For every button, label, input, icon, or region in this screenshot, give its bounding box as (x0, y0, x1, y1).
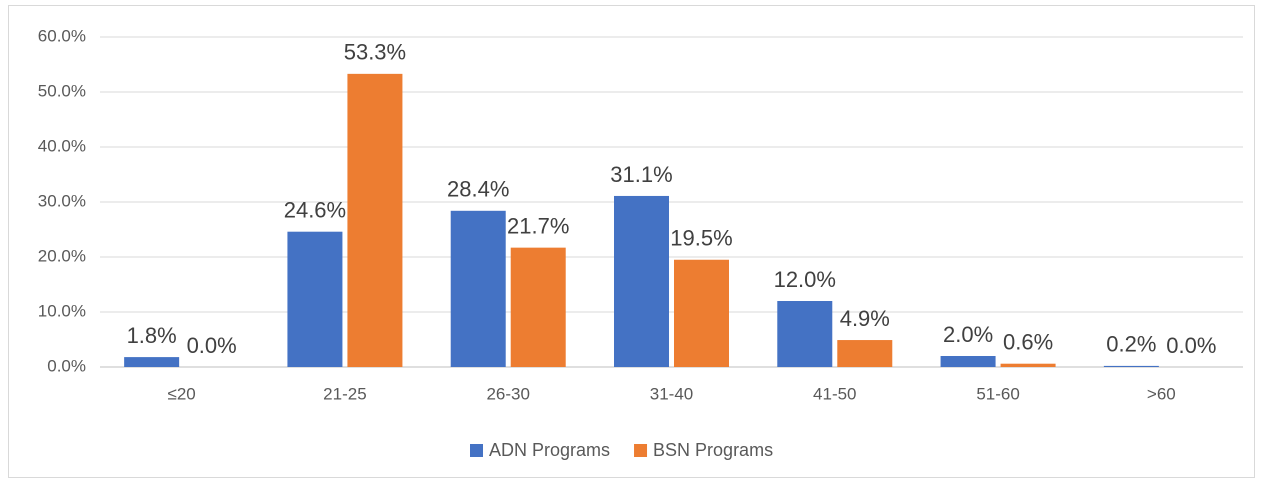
y-tick-label: 30.0% (38, 191, 86, 210)
x-tick-label: 41-50 (813, 384, 856, 403)
x-tick-label: 26-30 (486, 384, 529, 403)
legend-label: ADN Programs (489, 440, 610, 460)
y-tick-label: 20.0% (38, 246, 86, 265)
bar (510, 247, 566, 367)
bar (614, 195, 669, 367)
y-tick-label: 60.0% (38, 26, 86, 45)
bar (1000, 363, 1056, 367)
x-tick-label: 31-40 (650, 384, 693, 403)
bar (347, 73, 403, 367)
bar (777, 301, 833, 367)
y-tick-label: 40.0% (38, 136, 86, 155)
x-tick-label: 21-25 (323, 384, 366, 403)
data-label: 2.0% (943, 322, 993, 347)
data-label: 0.0% (1166, 333, 1216, 358)
bar (1103, 365, 1159, 367)
bar (287, 231, 343, 367)
bar (940, 356, 996, 367)
x-tick-label: 51-60 (976, 384, 1019, 403)
legend-label: BSN Programs (653, 440, 773, 460)
bar (837, 340, 893, 367)
data-label: 1.8% (127, 323, 177, 348)
x-tick-label: >60 (1147, 384, 1176, 403)
y-tick-label: 50.0% (38, 81, 86, 100)
data-label: 21.7% (507, 213, 569, 238)
data-label: 53.3% (344, 40, 406, 65)
data-label: 0.2% (1106, 332, 1156, 357)
data-label: 12.0% (774, 267, 836, 292)
legend-swatch (470, 444, 483, 457)
bar (124, 357, 180, 367)
data-label: 0.0% (187, 333, 237, 358)
data-label: 19.5% (670, 226, 732, 251)
data-label: 24.6% (284, 198, 346, 223)
bar (674, 259, 729, 367)
x-tick-label: ≤20 (168, 384, 196, 403)
bar (450, 210, 506, 367)
y-tick-label: 10.0% (38, 301, 86, 320)
legend-swatch (634, 444, 648, 457)
data-label: 4.9% (840, 306, 890, 331)
data-label: 0.6% (1003, 330, 1053, 355)
y-tick-label: 0.0% (47, 356, 86, 375)
data-label: 28.4% (447, 177, 509, 202)
data-label: 31.1% (610, 162, 672, 187)
